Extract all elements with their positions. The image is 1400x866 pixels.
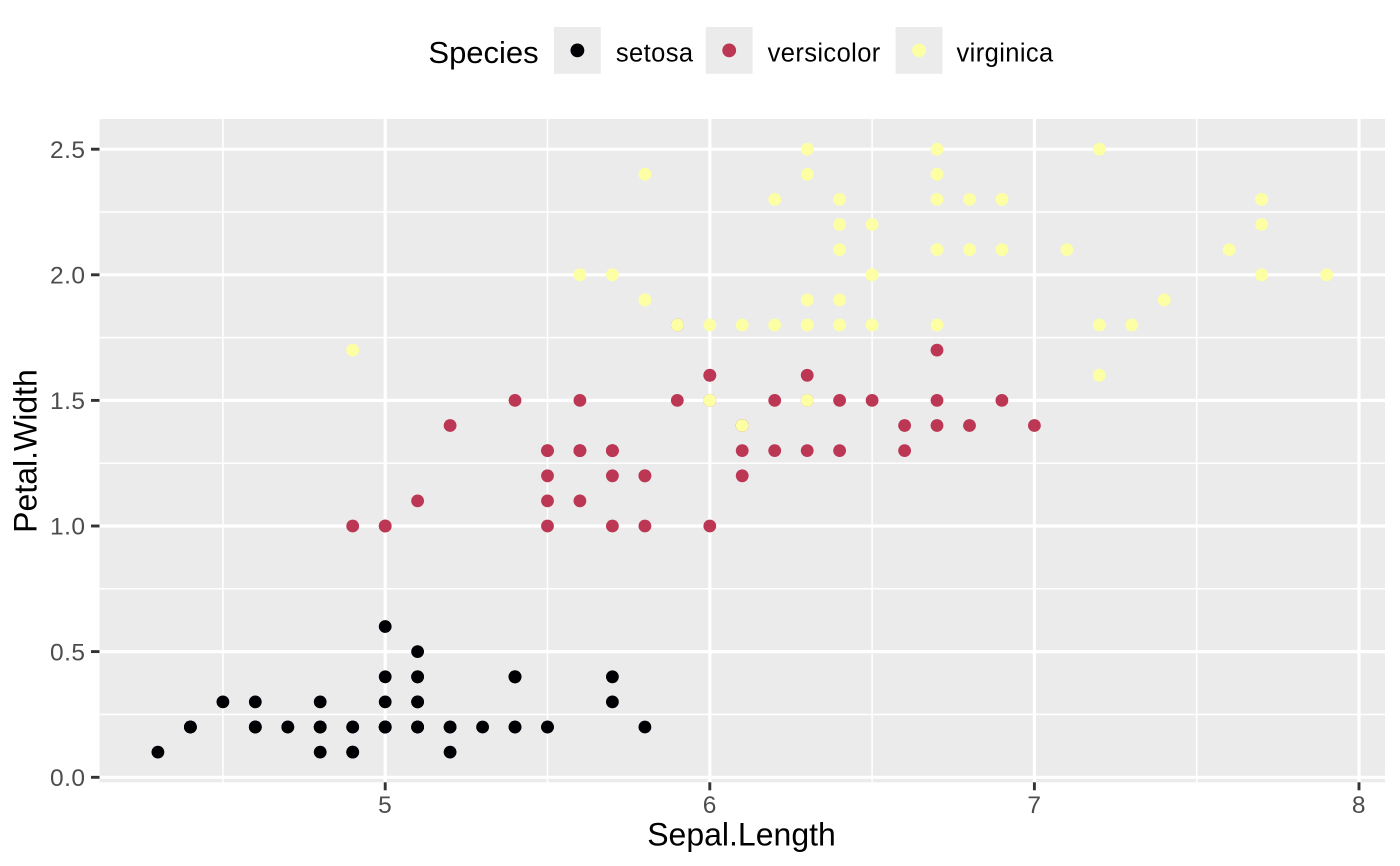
svg-text:6: 6 xyxy=(703,792,717,819)
svg-text:Sepal.Length: Sepal.Length xyxy=(647,817,836,853)
svg-text:2.0: 2.0 xyxy=(50,263,86,290)
svg-text:1.5: 1.5 xyxy=(50,388,86,415)
svg-text:0.0: 0.0 xyxy=(50,765,86,792)
svg-text:Petal.Width: Petal.Width xyxy=(8,369,44,533)
svg-text:0.5: 0.5 xyxy=(50,639,86,666)
svg-text:2.5: 2.5 xyxy=(50,137,86,164)
svg-text:5: 5 xyxy=(378,792,392,819)
svg-text:setosa: setosa xyxy=(616,40,694,68)
svg-text:8: 8 xyxy=(1352,792,1366,819)
svg-text:7: 7 xyxy=(1027,792,1041,819)
svg-text:versicolor: versicolor xyxy=(768,40,881,68)
svg-text:1.0: 1.0 xyxy=(50,514,86,541)
svg-text:Species: Species xyxy=(428,35,538,70)
svg-text:virginica: virginica xyxy=(957,40,1055,68)
